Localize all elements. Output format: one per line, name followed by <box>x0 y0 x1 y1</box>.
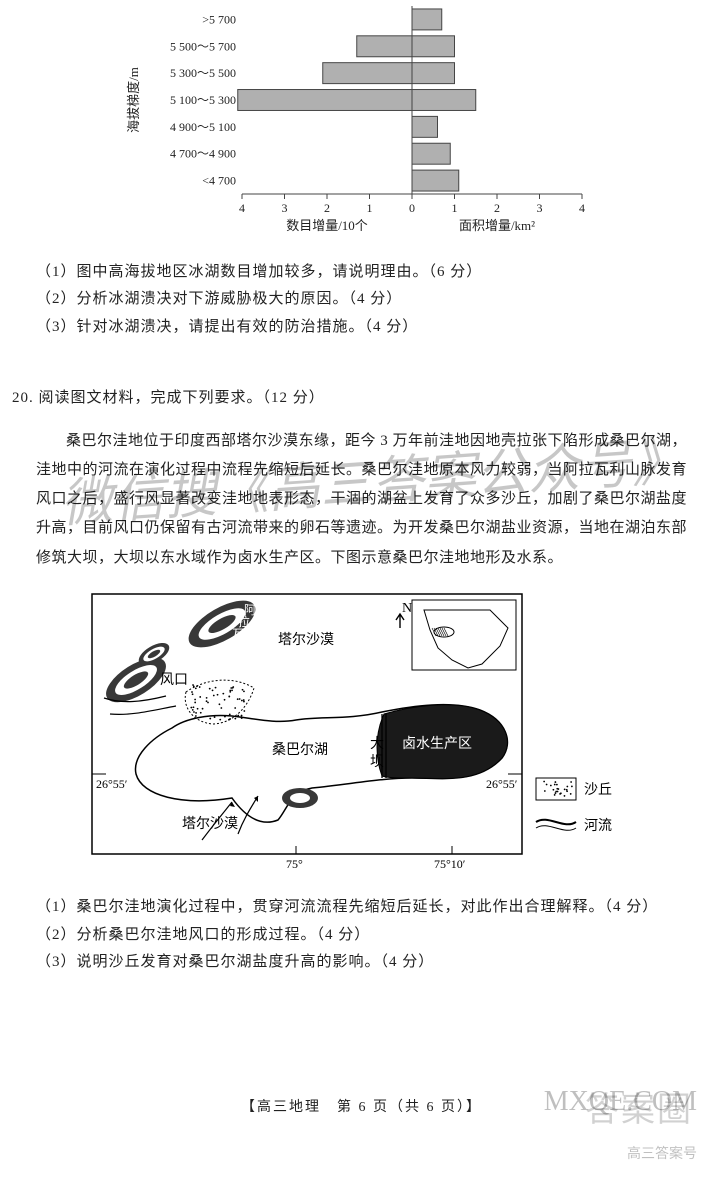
svg-text:1: 1 <box>366 201 372 215</box>
watermark-logo-bottom: MXQE.COM 高三答案号 <box>544 1078 697 1173</box>
svg-text:2: 2 <box>324 201 330 215</box>
svg-text:海拔梯度/m: 海拔梯度/m <box>126 67 141 133</box>
q20-paragraph: 桑巴尔洼地位于印度西部塔尔沙漠东缘，距今 3 万年前洼地因地壳拉张下陷形成桑巴尔… <box>36 427 687 573</box>
svg-text:4 700～4 900: 4 700～4 900 <box>169 147 235 161</box>
q19-sub1: （1）图中高海拔地区冰湖数目增加较多，请说明理由。（6 分） <box>36 260 687 286</box>
q20-sub1: （1）桑巴尔洼地演化过程中，贯穿河流流程先缩短后延长，对此作出合理解释。（4 分… <box>36 895 687 921</box>
q19-sub3: （3）针对冰湖溃决，请提出有效的防治措施。（4 分） <box>36 315 687 341</box>
sambhar-map: N阿拉瓦利山脉塔尔沙漠塔尔沙漠风口桑巴尔湖大坝卤水生产区26°55′26°55′… <box>82 588 642 888</box>
svg-text:75°: 75° <box>286 857 303 871</box>
svg-text:沙丘: 沙丘 <box>584 782 612 798</box>
svg-text:0: 0 <box>409 201 415 215</box>
svg-text:5 300～5 500: 5 300～5 500 <box>169 66 235 80</box>
svg-text:5 100～5 300: 5 100～5 300 <box>169 93 235 107</box>
svg-text:26°55′: 26°55′ <box>96 777 128 791</box>
svg-text:桑巴尔湖: 桑巴尔湖 <box>272 742 328 758</box>
q19-sub2: （2）分析冰湖溃决对下游威胁极大的原因。（4 分） <box>36 287 687 313</box>
svg-text:1: 1 <box>451 201 457 215</box>
q20-sub3: （3）说明沙丘发育对桑巴尔湖盐度升高的影响。（4 分） <box>36 950 687 976</box>
svg-text:4: 4 <box>579 201 585 215</box>
svg-text:塔尔沙漠: 塔尔沙漠 <box>278 632 334 648</box>
q20-sub2: （2）分析桑巴尔洼地风口的形成过程。（4 分） <box>36 923 687 949</box>
elevation-bar-chart: 4 3 2 1 0 1 2 3 4 >5 700 5 500～5 700 5 300～5 500 5 1… <box>122 0 602 250</box>
q20-heading: 20. 阅读图文材料，完成下列要求。（12 分） <box>12 386 687 412</box>
svg-text:75°10′: 75°10′ <box>434 857 466 871</box>
svg-text:3: 3 <box>536 201 542 215</box>
svg-text:>5 700: >5 700 <box>202 12 236 26</box>
svg-text:数目增量/10个: 数目增量/10个 <box>286 218 368 233</box>
svg-text:2: 2 <box>494 201 500 215</box>
svg-text:5 500～5 700: 5 500～5 700 <box>169 39 235 53</box>
svg-text:26°55′: 26°55′ <box>486 777 518 791</box>
svg-text:塔尔沙漠: 塔尔沙漠 <box>182 816 238 832</box>
svg-text:面积增量/km²: 面积增量/km² <box>458 218 534 233</box>
svg-text:风口: 风口 <box>160 673 188 688</box>
svg-text:卤水生产区: 卤水生产区 <box>402 736 472 752</box>
svg-text:N: N <box>402 601 412 616</box>
svg-text:3: 3 <box>281 201 287 215</box>
svg-text:4: 4 <box>239 201 245 215</box>
svg-text:4 900～5 100: 4 900～5 100 <box>169 120 235 134</box>
svg-text:河流: 河流 <box>584 818 612 834</box>
svg-text:<4 700: <4 700 <box>202 174 236 188</box>
